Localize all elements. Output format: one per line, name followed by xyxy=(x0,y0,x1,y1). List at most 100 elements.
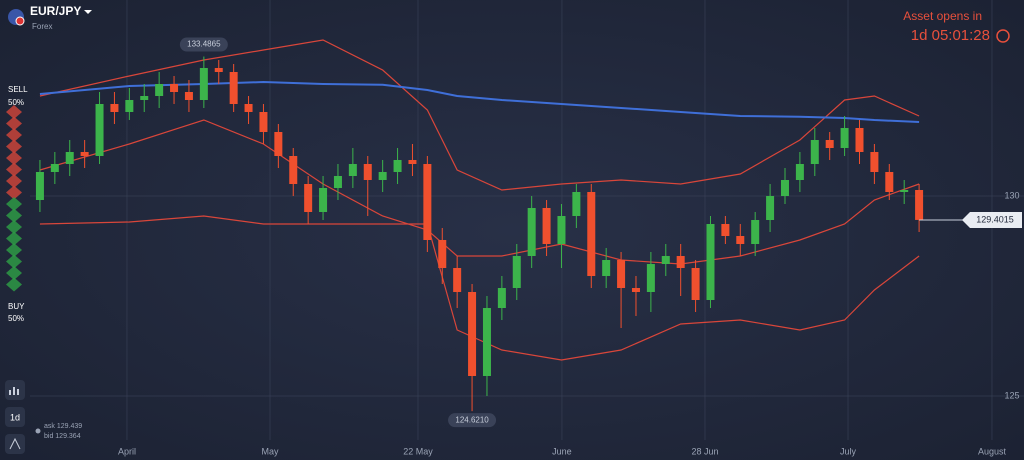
candle-body xyxy=(602,260,611,276)
price-tag: 129.4015 xyxy=(976,214,1014,224)
candle-body xyxy=(140,96,149,100)
candle-body xyxy=(751,220,760,244)
x-tick-label: 22 May xyxy=(403,446,433,456)
candle-body xyxy=(453,268,462,292)
candle-body xyxy=(95,104,104,156)
sentiment-diamond xyxy=(6,277,22,292)
candle-body xyxy=(274,132,283,156)
candle-body xyxy=(900,190,909,192)
candle-body xyxy=(468,292,477,376)
sell-percent: 50% xyxy=(8,98,24,107)
candle-body xyxy=(572,192,581,216)
candle-body xyxy=(50,164,59,172)
candle-body xyxy=(557,216,566,244)
candle-body xyxy=(65,152,74,164)
candle-body xyxy=(393,160,402,172)
candle-body xyxy=(170,84,179,92)
asset-name[interactable]: EUR/JPY xyxy=(30,4,81,18)
x-tick-label: April xyxy=(118,446,136,456)
candle-body xyxy=(348,164,357,176)
y-tick-label: 130 xyxy=(1004,190,1019,200)
clock-icon xyxy=(996,29,1010,43)
sentiment-diamond xyxy=(6,174,22,188)
sentiment-bar xyxy=(6,105,22,292)
candle-body xyxy=(482,308,491,376)
candle-body xyxy=(408,160,417,164)
candle-body xyxy=(706,224,715,300)
sentiment-diamond xyxy=(6,254,22,269)
timeframe-label: 1d xyxy=(10,412,20,422)
candle-body xyxy=(795,164,804,180)
candle-body xyxy=(125,100,134,112)
candle-body xyxy=(810,140,819,164)
drawing-icon xyxy=(9,437,21,450)
candle-body xyxy=(304,184,313,212)
candle-body xyxy=(870,152,879,172)
candle-body xyxy=(259,112,268,132)
candle-body xyxy=(319,188,328,212)
candle-body xyxy=(244,104,253,112)
sentiment-diamond xyxy=(6,139,22,154)
plot: April May 22 May June 28 Jun July August 125 130… xyxy=(30,0,1024,456)
candle-body xyxy=(766,196,775,220)
sentiment-diamond xyxy=(6,185,22,200)
quote-icon xyxy=(35,428,41,434)
high-label-bg xyxy=(179,37,228,52)
sentiment-diamond xyxy=(6,197,22,211)
candle-body xyxy=(289,156,298,184)
sentiment-diamond xyxy=(6,116,22,131)
indicator-line xyxy=(39,215,920,361)
asset-icon-flag xyxy=(15,16,25,26)
candle-body xyxy=(363,164,372,180)
sentiment-diamond xyxy=(6,243,22,257)
indicator-line xyxy=(39,80,920,123)
drawing-button[interactable] xyxy=(5,434,25,454)
candle-body xyxy=(214,68,223,72)
sentiment-diamond xyxy=(6,266,22,280)
candle-body xyxy=(35,172,44,200)
candle-body xyxy=(617,260,626,288)
candle-body xyxy=(333,176,342,188)
sell-label: SELL xyxy=(8,85,28,94)
candle-body xyxy=(915,190,924,220)
candle-body xyxy=(497,288,506,308)
candle-body xyxy=(736,236,745,244)
candle-body xyxy=(646,264,655,292)
asset-dropdown[interactable] xyxy=(84,10,92,14)
candle-body xyxy=(110,104,119,112)
candle-body xyxy=(229,72,238,104)
candle-body xyxy=(512,256,521,288)
x-tick-label: May xyxy=(261,446,279,456)
sentiment-diamond xyxy=(6,162,22,177)
asset-market: Forex xyxy=(32,22,52,31)
candle-body xyxy=(780,180,789,196)
candle-body xyxy=(527,208,536,256)
candle-body xyxy=(80,152,89,156)
candle-body xyxy=(378,172,387,180)
candle-body xyxy=(855,128,864,152)
buy-label: BUY xyxy=(8,302,25,311)
sentiment-diamond xyxy=(6,105,22,119)
low-label: 124.6210 xyxy=(455,415,489,424)
candle-body xyxy=(840,128,849,148)
indicators-icon xyxy=(9,387,19,395)
sentiment-diamond xyxy=(6,220,22,234)
x-tick-label: July xyxy=(840,446,857,456)
candle-body xyxy=(721,224,730,236)
candle-body xyxy=(155,84,164,96)
candle-body xyxy=(438,240,447,268)
candle-body xyxy=(885,172,894,192)
timeframe-button[interactable] xyxy=(5,407,25,427)
candle-body xyxy=(423,164,432,240)
open-status: Asset opens in xyxy=(903,9,982,23)
candle-body xyxy=(184,92,193,100)
sentiment-diamond xyxy=(6,128,22,142)
candle-body xyxy=(542,208,551,244)
candle-body xyxy=(825,140,834,148)
ask-price: ask 129.439 xyxy=(44,423,82,430)
high-label: 133.4865 xyxy=(187,40,221,49)
x-tick-label: June xyxy=(552,446,572,456)
countdown: 1d 05:01:28 xyxy=(911,27,990,44)
